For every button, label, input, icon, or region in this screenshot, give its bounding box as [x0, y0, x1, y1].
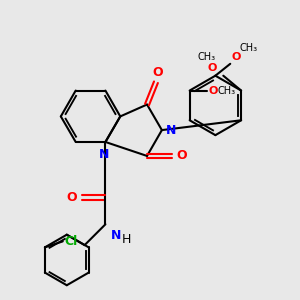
Text: CH₃: CH₃ [198, 52, 216, 62]
Text: Cl: Cl [64, 235, 77, 248]
Text: N: N [166, 124, 177, 136]
Text: N: N [111, 229, 121, 242]
Text: O: O [208, 63, 218, 73]
Text: O: O [209, 85, 218, 96]
Text: CH₃: CH₃ [218, 85, 236, 96]
Text: O: O [152, 66, 163, 79]
Text: CH₃: CH₃ [239, 44, 257, 53]
Text: O: O [232, 52, 241, 62]
Text: N: N [99, 148, 109, 161]
Text: O: O [177, 149, 188, 162]
Text: O: O [67, 191, 77, 204]
Text: H: H [122, 233, 131, 246]
